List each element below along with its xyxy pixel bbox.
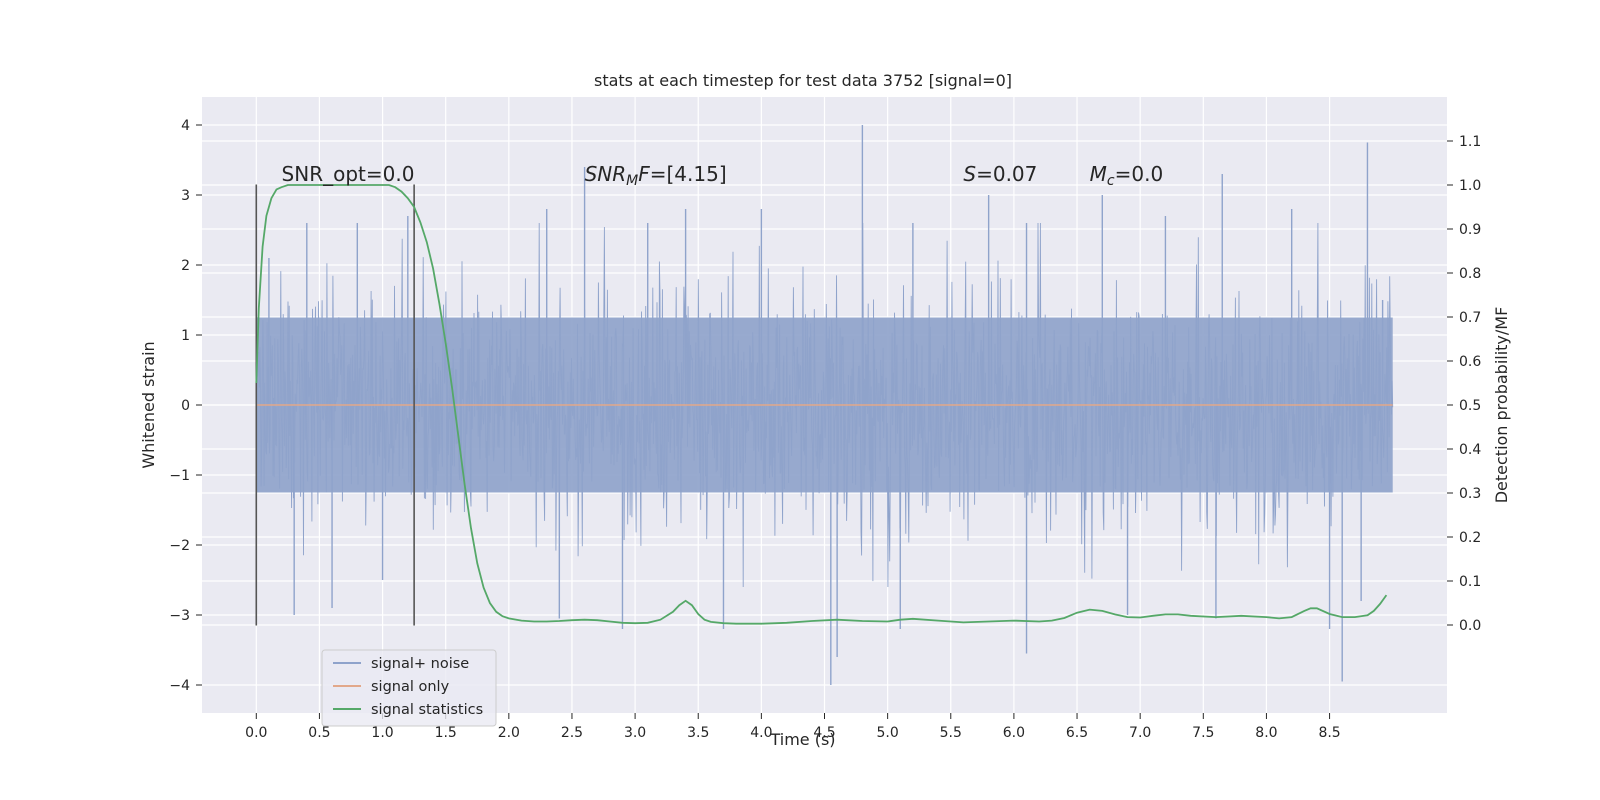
x-tick-label: 6.0 xyxy=(1003,725,1025,741)
x-axis-label: Time (s) xyxy=(769,730,835,749)
y2-axis-label: Detection probability/MF xyxy=(1492,307,1511,504)
x-tick-label: 8.0 xyxy=(1255,725,1277,741)
annotation-snr-opt: SNR_opt=0.0 xyxy=(282,162,415,186)
y-tick-label: −4 xyxy=(169,678,190,694)
legend-label-signal-statistics: signal statistics xyxy=(371,702,483,718)
x-tick-label: 3.0 xyxy=(624,725,646,741)
x-tick-label: 4.0 xyxy=(750,725,772,741)
y2-tick-label: 0.5 xyxy=(1459,398,1481,414)
x-tick-label: 3.5 xyxy=(687,725,709,741)
chart-title: stats at each timestep for test data 375… xyxy=(594,71,1012,90)
x-tick-label: 1.0 xyxy=(371,725,393,741)
x-axis: 0.0 0.5 1.0 1.5 2.0 2.5 3.0 3.5 4.0 4.5 5.0 5.5 6.0 6… xyxy=(245,713,1341,741)
y2-tick-label: 0.3 xyxy=(1459,486,1481,502)
y-axis-right: 0.0 0.1 0.2 0.3 0.4 0.5 0.6 0.7 0.8 0.9 1.0 1.1 xyxy=(1447,134,1481,634)
annotation-part: c xyxy=(1107,173,1115,189)
y2-tick-label: 0.9 xyxy=(1459,222,1481,238)
noise-trace xyxy=(255,222,1394,588)
y2-tick-label: 0.6 xyxy=(1459,354,1481,370)
annotation-mc-value: Mc=0.0 xyxy=(1090,162,1164,189)
x-tick-label: 2.0 xyxy=(498,725,520,741)
x-tick-label: 2.5 xyxy=(561,725,583,741)
x-tick-label: 0.0 xyxy=(245,725,267,741)
annotation-snr-mf: SNRMF=[4.15] xyxy=(585,162,727,189)
x-tick-label: 7.5 xyxy=(1192,725,1214,741)
x-tick-label: 1.5 xyxy=(435,725,457,741)
y-tick-label: −1 xyxy=(169,468,190,484)
legend: signal+ noise signal only signal statist… xyxy=(321,649,497,727)
vertical-markers xyxy=(255,184,415,626)
annotation-part: SNR xyxy=(585,162,627,186)
x-tick-label: 4.5 xyxy=(813,725,835,741)
legend-label-signal-only: signal only xyxy=(371,679,450,695)
y2-tick-label: 1.0 xyxy=(1459,178,1481,194)
x-tick-label: 8.5 xyxy=(1318,725,1340,741)
legend-label-signal-plus-noise: signal+ noise xyxy=(371,656,469,672)
x-tick-label: 5.5 xyxy=(940,725,962,741)
annotation-part: =0.0 xyxy=(1115,162,1164,186)
y2-tick-label: 0.1 xyxy=(1459,574,1481,590)
y2-tick-label: 0.4 xyxy=(1459,442,1481,458)
annotations: SNR_opt=0.0 SNRMF=[4.15] S=0.07 Mc=0.0 xyxy=(282,162,1164,189)
series-signal-statistics xyxy=(255,184,1388,625)
x-tick-label: 0.5 xyxy=(308,725,330,741)
annotation-s-value: S=0.07 xyxy=(963,162,1037,186)
y-tick-label: −3 xyxy=(169,608,190,624)
legend-box xyxy=(321,649,497,727)
annotation-part: S xyxy=(963,162,976,186)
y-tick-label: 3 xyxy=(181,188,190,204)
y-tick-label: 2 xyxy=(181,258,190,274)
annotation-part: M xyxy=(1090,162,1107,186)
y2-tick-label: 0.0 xyxy=(1459,618,1481,634)
y-axis-left: −4 −3 −2 −1 0 1 2 3 4 xyxy=(169,118,202,694)
annotation-part: SNR_opt=0.0 xyxy=(282,162,415,186)
y2-tick-label: 1.1 xyxy=(1459,134,1481,150)
y2-tick-label: 0.7 xyxy=(1459,310,1481,326)
x-tick-label: 5.0 xyxy=(877,725,899,741)
y-tick-label: −2 xyxy=(169,538,190,554)
x-tick-label: 6.5 xyxy=(1066,725,1088,741)
y2-tick-label: 0.8 xyxy=(1459,266,1481,282)
x-tick-label: 7.0 xyxy=(1129,725,1151,741)
y-tick-label: 0 xyxy=(181,398,190,414)
annotation-part: =0.07 xyxy=(976,162,1037,186)
y2-tick-label: 0.2 xyxy=(1459,530,1481,546)
y-tick-label: 4 xyxy=(181,118,190,134)
annotation-part: M xyxy=(626,173,638,189)
y-tick-label: 1 xyxy=(181,328,190,344)
annotation-part: =[4.15] xyxy=(650,162,727,186)
y-axis-label: Whitened strain xyxy=(139,341,158,468)
annotation-part: F xyxy=(638,162,650,186)
